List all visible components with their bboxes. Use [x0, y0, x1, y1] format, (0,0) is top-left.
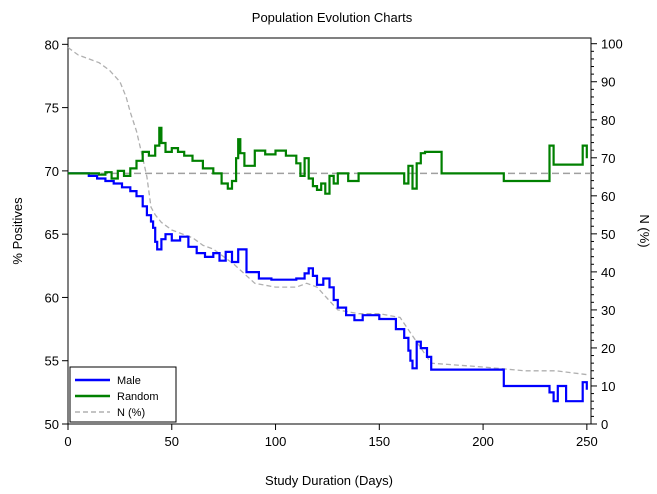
y2-tick-label: 50 — [601, 227, 615, 242]
y-tick-label: 75 — [45, 101, 59, 116]
y2-tick-label: 10 — [601, 379, 615, 394]
y-axis-right-label: N (%) — [637, 214, 652, 247]
x-tick-label: 250 — [576, 434, 598, 449]
y2-tick-label: 100 — [601, 37, 623, 52]
y2-tick-label: 20 — [601, 341, 615, 356]
x-axis-label: Study Duration (Days) — [265, 473, 393, 488]
series-line-n — [67, 46, 587, 376]
x-tick-label: 150 — [368, 434, 390, 449]
legend-label-random: Random — [117, 391, 159, 403]
series-layer — [67, 46, 588, 403]
y-tick-label: 80 — [45, 37, 59, 52]
y2-tick-label: 70 — [601, 151, 615, 166]
plot-area-frame — [67, 37, 592, 425]
x-tick-label: 200 — [472, 434, 494, 449]
x-tick-label: 0 — [64, 434, 71, 449]
y2-tick-label: 0 — [601, 417, 608, 432]
x-axis-ticks: 0 50 100 150 200 250 — [64, 424, 598, 449]
y2-tick-label: 90 — [601, 75, 615, 90]
y2-tick-label: 60 — [601, 189, 615, 204]
x-tick-label: 100 — [265, 434, 287, 449]
y-tick-label: 55 — [45, 354, 59, 369]
y-axis-left-ticks: 50 55 60 65 70 75 80 — [45, 37, 68, 432]
y2-tick-label: 80 — [601, 113, 615, 128]
y2-tick-label: 30 — [601, 303, 615, 318]
x-tick-label: 50 — [165, 434, 179, 449]
y-tick-label: 65 — [45, 227, 59, 242]
legend-label-male: Male — [117, 375, 141, 387]
legend: Male Random N (%) — [69, 366, 177, 423]
legend-box — [69, 366, 177, 423]
y-tick-label: 70 — [45, 164, 59, 179]
y-axis-right-ticks: 0 10 20 30 40 50 60 70 80 90 100 — [591, 37, 623, 432]
y-axis-left-label: % Positives — [10, 197, 25, 265]
legend-label-n-pct: N (%) — [117, 407, 145, 419]
y-tick-label: 50 — [45, 417, 59, 432]
y2-tick-label: 40 — [601, 265, 615, 280]
series-line-male — [68, 172, 588, 403]
series-line-random — [68, 126, 588, 195]
chart-title: Population Evolution Charts — [252, 10, 413, 25]
y-tick-label: 60 — [45, 290, 59, 305]
